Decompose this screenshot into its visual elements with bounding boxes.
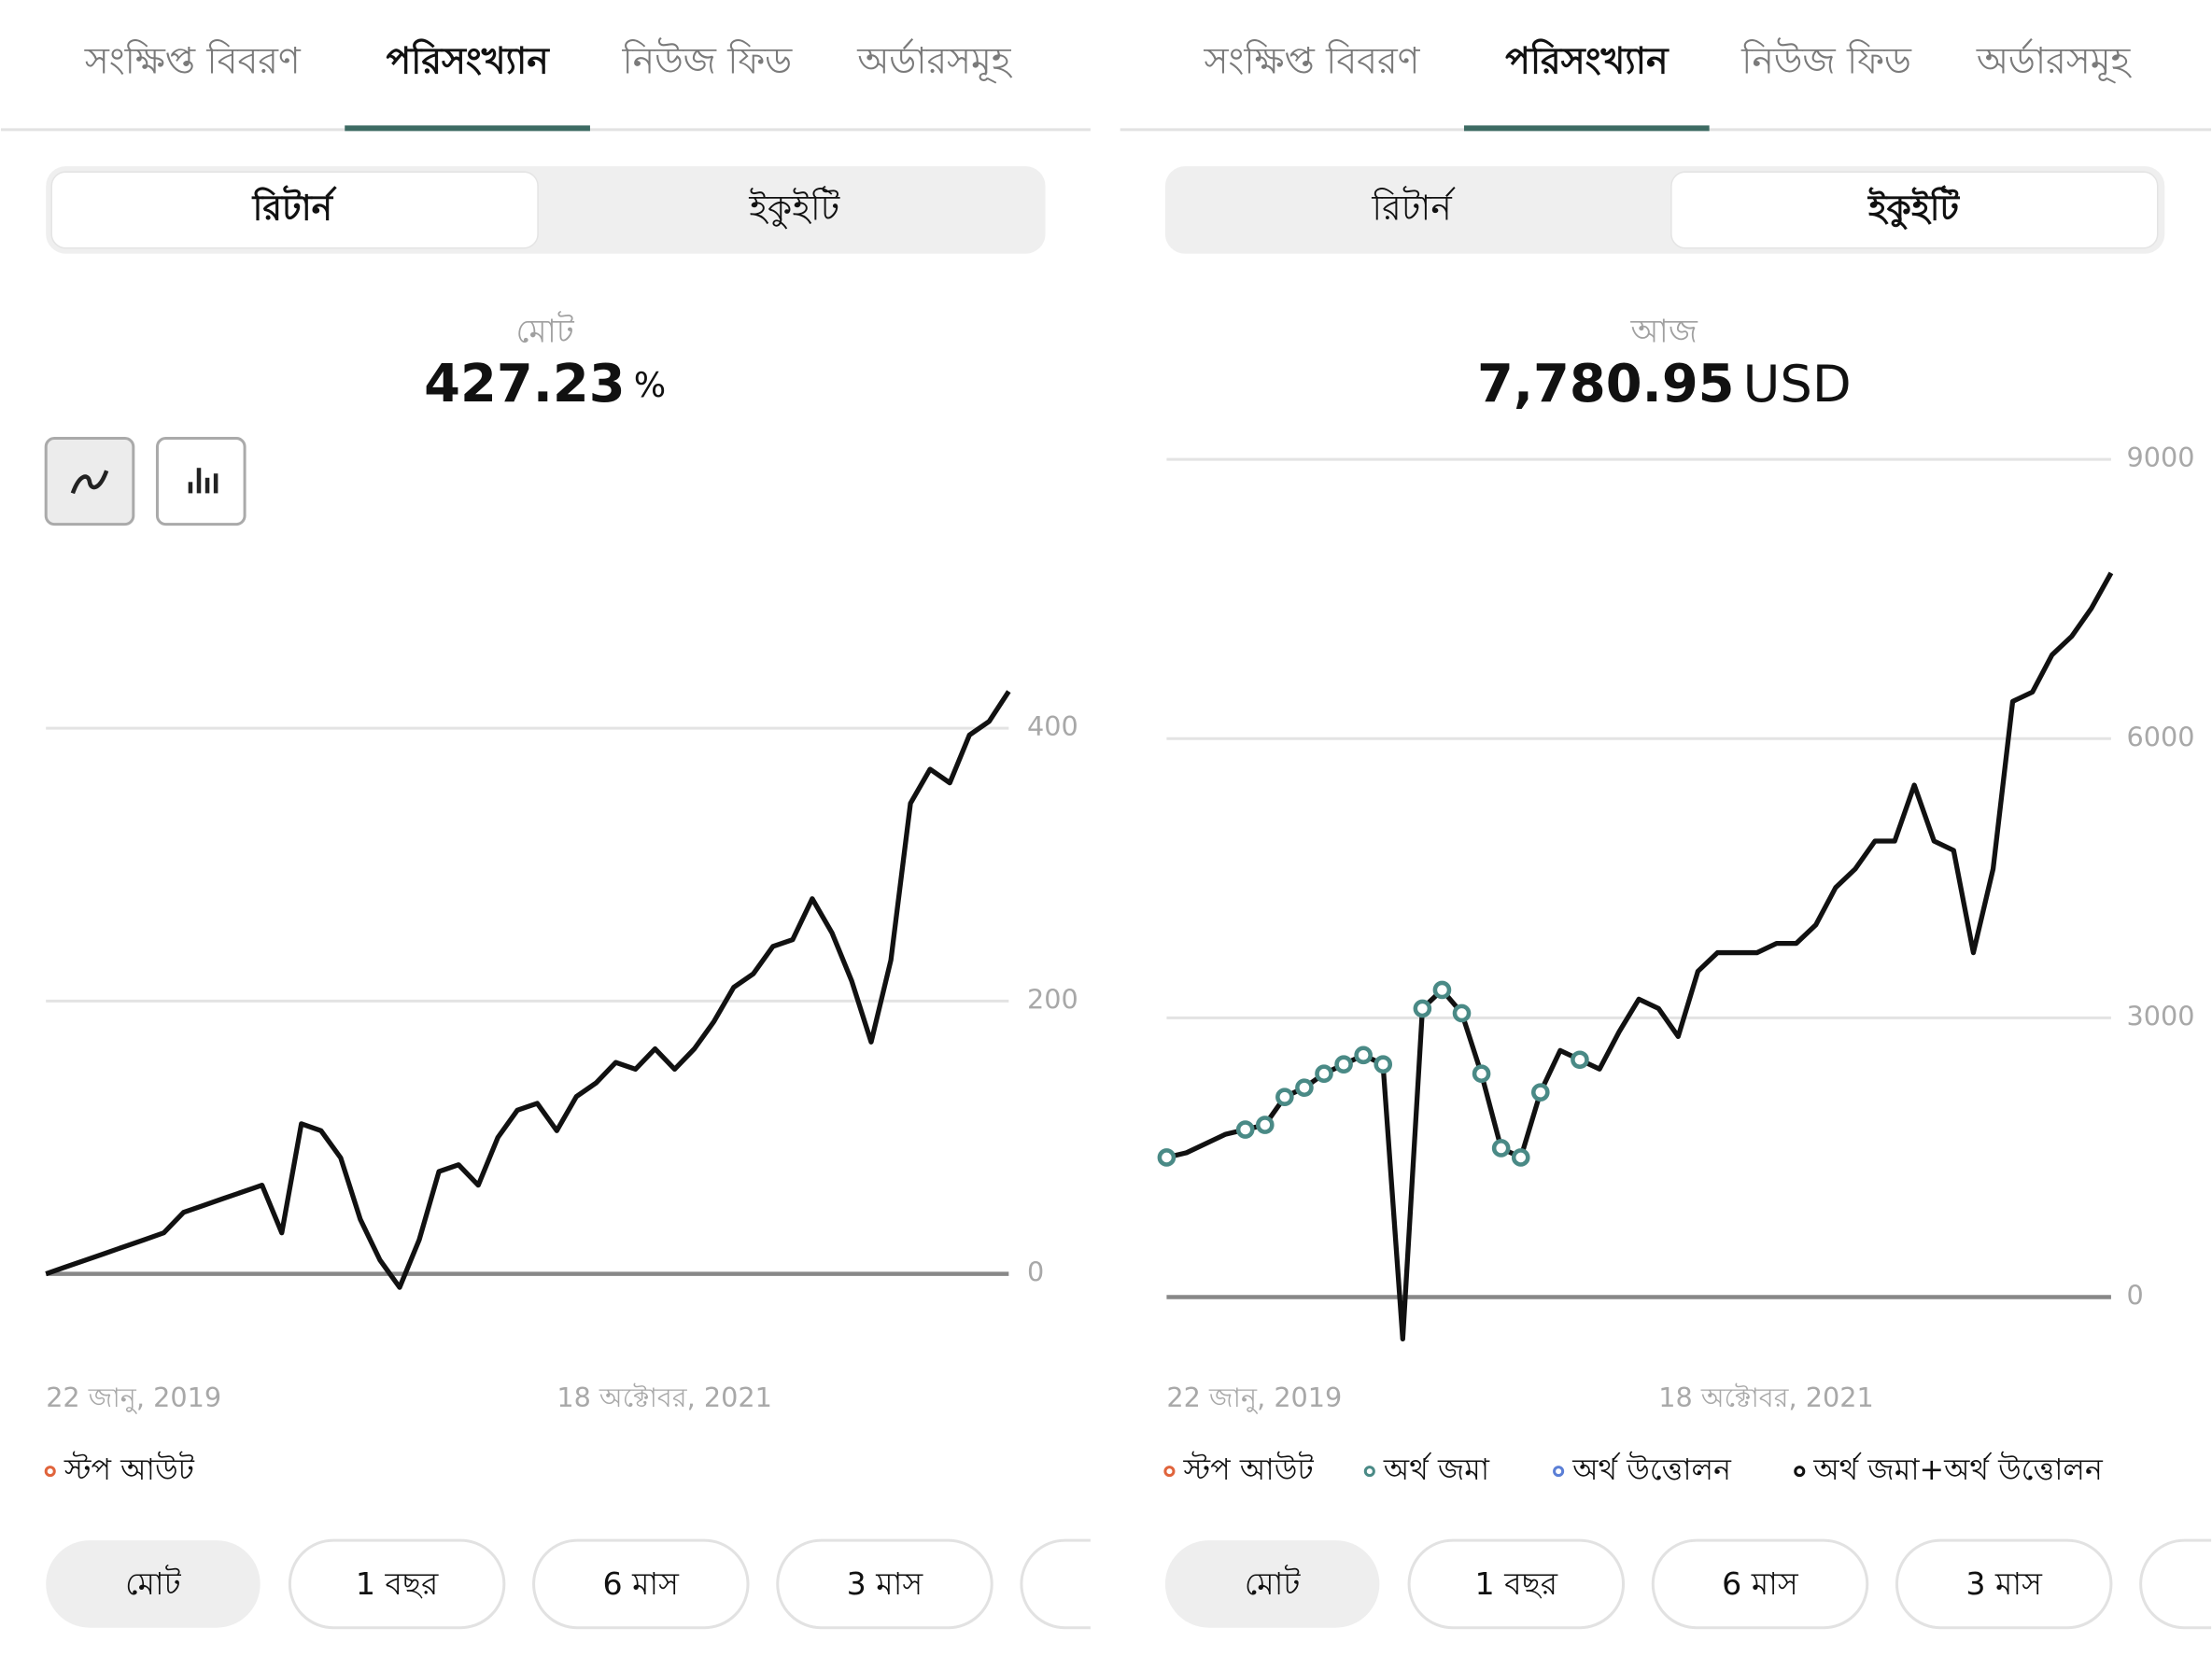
legend-marker: [1553, 1466, 1565, 1478]
segment-label[interactable]: রিটার্ন: [1371, 185, 1456, 228]
x-tick-label: 18 অক্টোবর, 2021: [1658, 1382, 1874, 1413]
bar-icon: [188, 482, 193, 494]
summary: 7,780.95 USD: [1477, 354, 1852, 414]
panel: সংক্ষিপ্ত বিবরণ পরিসংখ্যান নিউজ ফিড অর্ডারস…: [0, 37, 1235, 1630]
legend-marker: [1794, 1466, 1806, 1478]
period-button[interactable]: [1020, 1538, 1235, 1630]
deposit-marker: [1413, 999, 1432, 1018]
y-tick-label: 0: [1027, 1256, 1044, 1288]
legend-label: স্টপ আউট: [63, 1451, 195, 1487]
segment-active: [1670, 171, 2159, 249]
period-button[interactable]: [1895, 1538, 2113, 1630]
y-tick-label: 200: [1027, 983, 1078, 1015]
period-label[interactable]: 6 মাস: [1722, 1565, 1799, 1602]
period-label[interactable]: মোট: [1245, 1565, 1302, 1602]
deposit-marker: [1491, 1139, 1511, 1158]
tab[interactable]: অর্ডারসমূহ: [1976, 39, 2133, 84]
segment-label[interactable]: রিটার্ন: [251, 184, 338, 228]
x-tick-label: 22 জানু, 2019: [46, 1382, 221, 1414]
summary: 427.23%: [424, 354, 666, 414]
deposit-marker: [1275, 1088, 1294, 1106]
deposit-marker: [1295, 1078, 1314, 1097]
panel: সংক্ষিপ্ত বিবরণ পরিসংখ্যান নিউজ ফিড অর্ডারস…: [1120, 37, 2212, 1630]
x-tick-label: 22 জানু, 2019: [1166, 1382, 1342, 1414]
tab[interactable]: পরিসংখ্যান: [386, 38, 550, 82]
deposit-marker: [1432, 980, 1452, 1000]
tab[interactable]: নিউজ ফিড: [1740, 37, 1912, 82]
summary-label: আজ: [1630, 313, 1698, 350]
deposit-marker: [1157, 1148, 1176, 1167]
period-label[interactable]: 3 মাস: [847, 1565, 924, 1602]
deposit-marker: [1315, 1064, 1333, 1084]
deposit-marker: [1571, 1050, 1589, 1070]
summary-label: মোট: [515, 310, 574, 350]
bar-icon: [204, 477, 210, 494]
y-tick-label: 400: [1027, 710, 1078, 742]
equity-line: [1165, 571, 2114, 1342]
y-tick-label: 6000: [2127, 721, 2195, 752]
tab[interactable]: নিউজ ফিড: [621, 37, 793, 82]
period-button[interactable]: [1407, 1538, 1626, 1630]
y-tick-label: 3000: [2127, 1000, 2195, 1031]
deposit-marker: [1530, 1083, 1550, 1102]
summary-value: 7,780.95: [1477, 354, 1735, 414]
equity-line: [45, 690, 1011, 1290]
bar-icon: [196, 468, 202, 494]
deposit-marker: [1374, 1055, 1393, 1074]
legend-label: অর্থ উত্তোলন: [1571, 1451, 1732, 1487]
segment-label[interactable]: ইকুইটি: [748, 185, 840, 230]
deposit-marker: [1472, 1064, 1491, 1084]
summary-unit: USD: [1743, 355, 1852, 414]
tab[interactable]: অর্ডারসমূহ: [856, 39, 1013, 84]
summary-unit: %: [634, 365, 666, 405]
period-label[interactable]: মোট: [125, 1565, 182, 1602]
legend-label: স্টপ আউট: [1183, 1451, 1315, 1487]
period-label[interactable]: 1 বছর: [1475, 1565, 1558, 1602]
legend-marker: [44, 1466, 56, 1478]
period-button[interactable]: [1164, 1540, 1380, 1628]
y-tick-label: 0: [2127, 1279, 2144, 1311]
period-button[interactable]: [1651, 1538, 1869, 1630]
legend-label: অর্থ জমা: [1383, 1452, 1490, 1487]
tab[interactable]: সংক্ষিপ্ত বিবরণ: [1204, 39, 1421, 82]
period-button[interactable]: [46, 1540, 261, 1628]
deposit-marker: [1354, 1046, 1373, 1065]
deposit-marker: [1334, 1055, 1353, 1074]
period-button[interactable]: [288, 1538, 506, 1630]
period-label[interactable]: 3 মাস: [1965, 1565, 2043, 1602]
deposit-marker: [1235, 1120, 1255, 1139]
bar-icon: [213, 473, 218, 494]
period-label[interactable]: 6 মাস: [602, 1565, 680, 1602]
y-tick-label: 9000: [2127, 442, 2195, 473]
legend-label: অর্থ জমা+অর্থ উত্তোলন: [1812, 1451, 2104, 1487]
x-tick-label: 18 অক্টোবর, 2021: [557, 1382, 772, 1413]
deposit-marker: [1255, 1116, 1275, 1134]
tab[interactable]: পরিসংখ্যান: [1505, 38, 1670, 82]
period-label[interactable]: 1 বছর: [356, 1565, 439, 1602]
tab[interactable]: সংক্ষিপ্ত বিবরণ: [84, 39, 302, 82]
period-button[interactable]: [776, 1538, 993, 1630]
summary-value: 427.23: [424, 354, 626, 414]
period-button[interactable]: [2139, 1538, 2212, 1630]
segment-label[interactable]: ইকুইটি: [1867, 184, 1960, 231]
deposit-marker: [1452, 1003, 1472, 1023]
deposit-marker: [1511, 1148, 1530, 1167]
legend-marker: [1363, 1466, 1375, 1478]
legend-marker: [1163, 1466, 1176, 1478]
period-button[interactable]: [532, 1538, 750, 1630]
line-icon: [70, 470, 109, 495]
segment-active: [50, 171, 539, 249]
